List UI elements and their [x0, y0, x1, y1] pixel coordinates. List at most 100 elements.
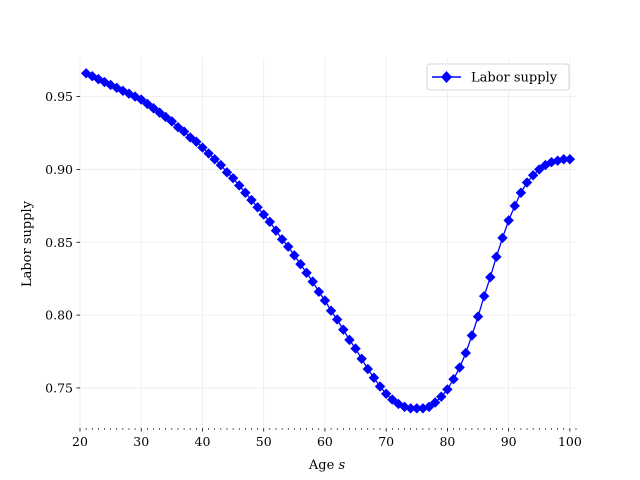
data-point — [80, 68, 92, 79]
data-point — [460, 347, 471, 359]
x-tick-label: 90 — [501, 434, 517, 449]
data-point — [234, 180, 245, 191]
data-point — [546, 156, 557, 168]
data-point — [185, 132, 196, 143]
y-axis-label: Labor supply — [20, 200, 35, 287]
data-point — [405, 403, 416, 414]
data-point — [227, 172, 239, 184]
data-point — [203, 148, 214, 159]
data-point — [87, 71, 98, 82]
data-point — [258, 209, 269, 220]
x-axis-label-text: Age — [308, 458, 335, 473]
data-point — [411, 403, 422, 414]
data-point — [136, 94, 147, 105]
data-point — [99, 76, 110, 88]
data-point — [442, 384, 453, 395]
data-point — [527, 170, 539, 181]
data-point — [246, 194, 257, 206]
x-tick-label: 70 — [378, 434, 394, 449]
data-point — [289, 250, 300, 261]
data-point — [380, 388, 392, 399]
y-axis: 0.75 0.80 0.85 0.90 0.95 — [45, 89, 80, 395]
data-point — [429, 397, 441, 408]
x-axis: 20 30 40 50 60 70 80 90 100 — [72, 428, 582, 449]
data-point — [564, 154, 576, 165]
x-tick-label: 100 — [558, 434, 582, 449]
data-point — [301, 267, 312, 279]
data-point — [534, 164, 545, 175]
data-point — [129, 91, 141, 102]
x-tick-label: 50 — [256, 434, 272, 449]
data-point — [387, 394, 398, 405]
data-point — [209, 154, 220, 165]
data-point — [558, 154, 569, 165]
data-point — [485, 272, 496, 283]
data-point — [319, 295, 331, 306]
y-tick-label: 0.85 — [45, 235, 73, 250]
data-point — [423, 401, 435, 413]
x-axis-label: Age s — [308, 458, 346, 473]
data-point — [191, 136, 202, 147]
legend-frame — [426, 63, 570, 91]
data-point — [148, 103, 159, 114]
data-point — [270, 225, 282, 236]
data-point — [436, 391, 447, 402]
x-axis-label-variable: s — [338, 458, 345, 473]
data-point — [276, 234, 288, 245]
data-point — [521, 177, 533, 188]
data-point — [264, 216, 276, 228]
data-point — [221, 167, 233, 178]
series-line — [85, 72, 570, 409]
data-point — [240, 187, 251, 198]
data-point — [344, 334, 355, 346]
data-point — [540, 159, 551, 171]
data-point — [215, 159, 227, 171]
data-point — [503, 215, 514, 226]
data-point — [117, 85, 129, 96]
data-point — [197, 142, 208, 153]
x-minor-ticks — [85, 428, 577, 430]
data-point — [295, 258, 306, 270]
data-point — [154, 107, 165, 118]
legend: Labor supply — [426, 63, 570, 91]
data-point — [368, 372, 380, 383]
data-point — [252, 202, 263, 213]
data-point — [282, 241, 294, 252]
x-tick-label: 20 — [72, 434, 88, 449]
y-tick-label: 0.95 — [45, 89, 73, 104]
data-point — [356, 353, 367, 365]
data-point — [166, 116, 178, 127]
legend-diamond-marker — [441, 71, 452, 83]
y-tick-label: 0.80 — [45, 308, 73, 323]
data-point — [307, 276, 318, 287]
data-point — [454, 362, 465, 373]
series-group — [80, 68, 576, 414]
y-tick-label: 0.90 — [45, 162, 73, 177]
data-point — [478, 290, 490, 302]
legend-label: Labor supply — [471, 71, 558, 86]
data-point — [374, 381, 386, 392]
data-point — [472, 311, 484, 322]
data-point — [448, 374, 459, 385]
data-point — [362, 363, 374, 375]
x-tick-label: 60 — [317, 434, 333, 449]
grid — [79, 58, 576, 428]
data-point — [178, 126, 190, 137]
data-point — [338, 324, 349, 335]
data-point — [325, 305, 337, 316]
data-point — [350, 343, 361, 354]
x-tick-label: 30 — [133, 434, 149, 449]
data-point — [497, 232, 508, 244]
data-point — [313, 286, 325, 297]
data-point — [509, 200, 520, 212]
data-point — [142, 98, 153, 110]
x-tick-label: 40 — [195, 434, 211, 449]
data-point — [491, 251, 502, 263]
x-tick-label: 80 — [439, 434, 455, 449]
data-point — [331, 314, 343, 325]
data-point — [160, 111, 171, 123]
data-point — [111, 82, 122, 94]
data-point — [172, 121, 184, 133]
data-point — [466, 330, 478, 341]
